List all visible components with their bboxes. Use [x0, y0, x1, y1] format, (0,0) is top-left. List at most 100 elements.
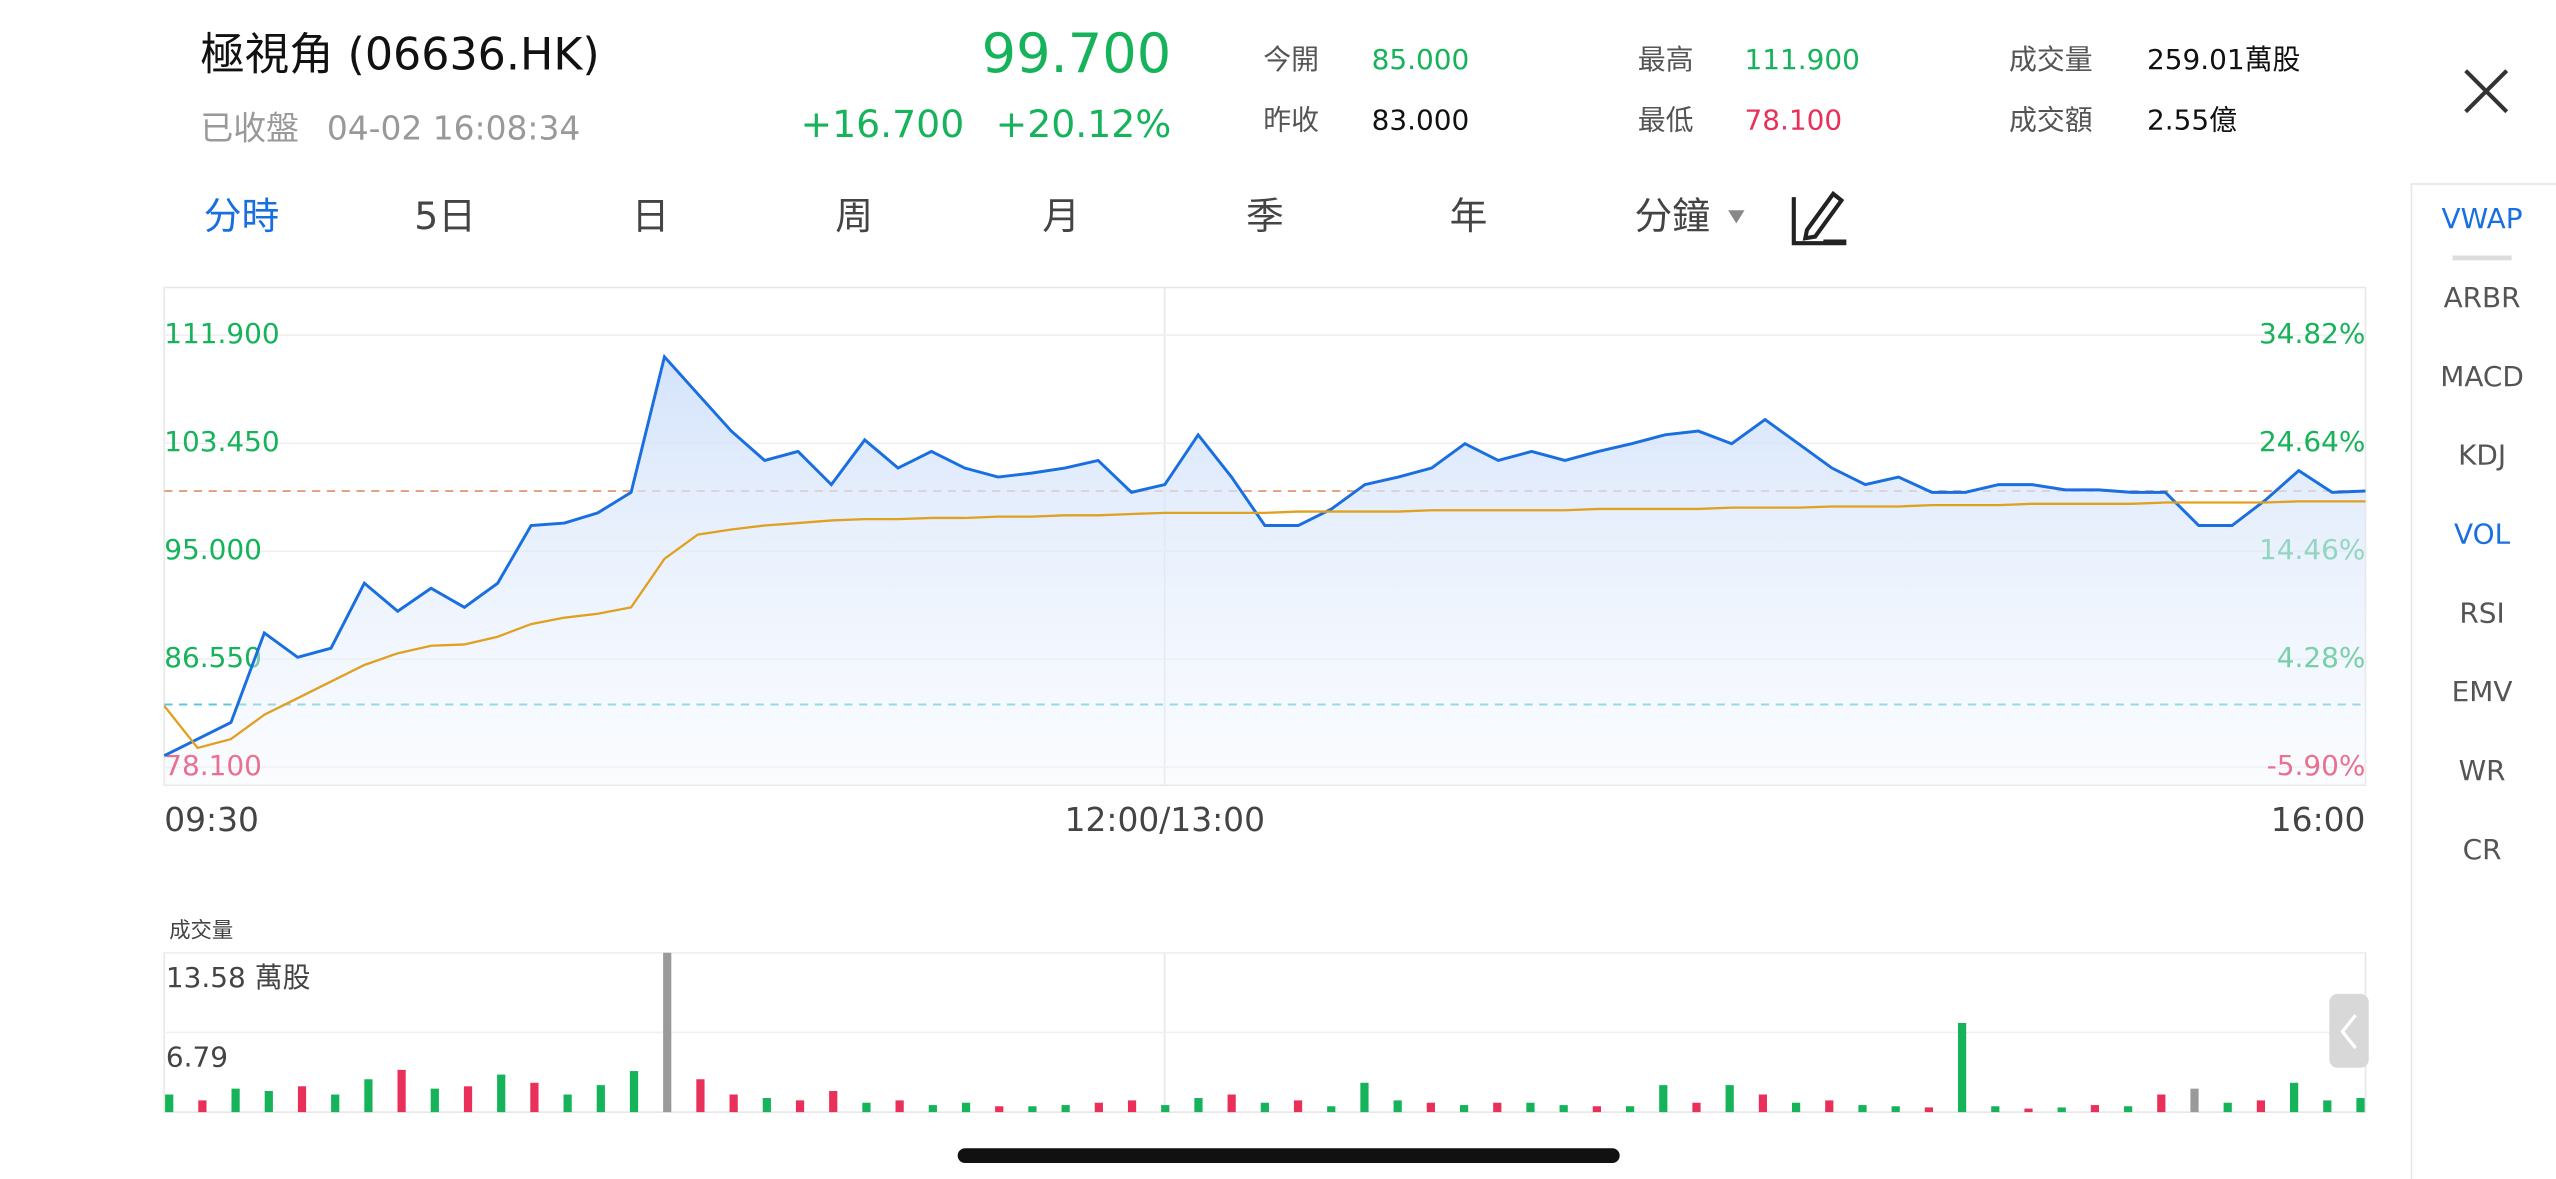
edit-icon[interactable]	[1791, 190, 1847, 246]
volume-bar	[2223, 1102, 2232, 1113]
indicator-tab[interactable]: WR	[2459, 754, 2506, 787]
stat-value: 83.000	[1372, 104, 1470, 137]
y2-tick-label: 34.82%	[2259, 317, 2365, 350]
volume-bar	[2323, 1100, 2332, 1113]
price-change: +16.700	[800, 102, 964, 146]
price-chart: 111.900103.45095.00086.55078.10034.82%24…	[163, 317, 2366, 839]
period-tab[interactable]: 季	[1246, 194, 1284, 238]
handle-icon[interactable]	[2340, 1014, 2357, 1050]
volume-bar	[1924, 1107, 1934, 1113]
volume-bar	[1028, 1106, 1037, 1113]
volume-bar	[1825, 1100, 1834, 1113]
volume-bar	[563, 1094, 572, 1113]
period-tab[interactable]: 年	[1450, 194, 1488, 238]
x-tick-label: 12:00/13:00	[1065, 801, 1265, 839]
volume-bar	[1625, 1106, 1635, 1113]
volume-bar	[1260, 1102, 1269, 1113]
volume-bar	[2256, 1100, 2266, 1113]
volume-bar	[1094, 1102, 1103, 1113]
volume-bar	[2190, 1088, 2199, 1113]
price-change-pct: +20.12%	[996, 102, 1172, 146]
volume-bar	[331, 1094, 340, 1113]
volume-bar	[2290, 1082, 2299, 1113]
y-tick-label: 103.450	[164, 425, 279, 458]
period-tab[interactable]: 5日	[414, 194, 476, 238]
volume-bar	[1791, 1102, 1801, 1113]
period-tab[interactable]: 分時	[204, 194, 280, 238]
volume-bar	[629, 1071, 639, 1113]
volume-bar	[1061, 1105, 1070, 1113]
period-tab[interactable]: 分鐘	[1634, 194, 1710, 238]
volume-chart: 13.58 萬股 6.79	[164, 951, 2366, 1113]
volume-bar	[1393, 1100, 1402, 1113]
volume-bar	[1592, 1106, 1601, 1113]
volume-bar	[463, 1086, 473, 1113]
y-tick-label: 86.550	[164, 641, 262, 674]
volume-bar	[1293, 1100, 1303, 1113]
volume-bar	[364, 1079, 373, 1113]
volume-bar	[264, 1090, 273, 1113]
close-icon[interactable]	[2464, 69, 2509, 114]
home-indicator	[957, 1148, 1620, 1164]
indicator-panel	[2410, 183, 2556, 1179]
indicator-tab[interactable]: ARBR	[2444, 281, 2521, 314]
close-button[interactable]	[2464, 69, 2509, 114]
volume-bar	[995, 1106, 1004, 1113]
y-tick-label: 95.000	[164, 533, 262, 566]
market-status: 已收盤	[200, 109, 299, 147]
volume-bar	[1692, 1102, 1701, 1113]
volume-bar	[397, 1069, 406, 1113]
y-tick-label: 6.79	[166, 1041, 228, 1074]
volume-bar	[1327, 1106, 1336, 1113]
volume-bar	[1459, 1105, 1469, 1113]
volume-bar	[2024, 1108, 2033, 1113]
volume-bar	[2157, 1094, 2166, 1113]
stat-label: 最高	[1638, 43, 1694, 76]
volume-bar	[1194, 1098, 1203, 1113]
volume-bar	[961, 1102, 971, 1113]
collapse-handle[interactable]	[2329, 993, 2369, 1068]
volume-bar	[1858, 1105, 1867, 1113]
period-tab[interactable]: 日	[632, 194, 670, 238]
volume-bar	[297, 1086, 307, 1113]
stock-name: 極視角 (06636.HK)	[200, 30, 599, 81]
indicator-tab[interactable]: KDJ	[2458, 439, 2506, 472]
volume-bar	[1227, 1094, 1236, 1113]
stat-value: 2.55億	[2147, 104, 2237, 137]
stat-label: 成交額	[2009, 104, 2093, 137]
indicator-tab[interactable]: MACD	[2440, 360, 2524, 393]
volume-bar	[1957, 1022, 1967, 1113]
volume-bar	[1127, 1100, 1137, 1113]
price-line	[163, 353, 2366, 757]
period-tab[interactable]: 周	[835, 194, 873, 238]
dropdown-arrow[interactable]	[1728, 210, 1745, 224]
indicator-tab[interactable]: VWAP	[2442, 202, 2523, 235]
volume-bar	[862, 1102, 871, 1113]
indicator-tab[interactable]: RSI	[2459, 596, 2504, 629]
volume-bar	[198, 1100, 207, 1113]
last-price: 99.700	[982, 22, 1172, 85]
volume-bar	[1360, 1082, 1369, 1113]
indicator-tab[interactable]: EMV	[2452, 675, 2513, 708]
volume-bar	[696, 1079, 705, 1113]
y2-tick-label: 24.64%	[2259, 425, 2365, 458]
period-tabs: 分時 5日 日 周 月 季 年 分鐘	[204, 194, 1710, 238]
volume-bar	[1526, 1102, 1535, 1113]
stat-value: 85.000	[1372, 43, 1470, 76]
volume-bar	[596, 1085, 605, 1113]
indicator-tab[interactable]: VOL	[2454, 518, 2511, 551]
volume-bar	[2356, 1098, 2365, 1113]
period-tab[interactable]: 月	[1042, 194, 1080, 238]
volume-bar	[231, 1088, 240, 1113]
indicator-tab[interactable]: CR	[2463, 833, 2502, 866]
stat-label: 最低	[1638, 104, 1694, 137]
handle[interactable]	[2329, 993, 2369, 1068]
volume-bar	[530, 1082, 539, 1113]
volume-bar	[1659, 1085, 1668, 1113]
volume-bar	[430, 1088, 439, 1113]
draw-tool[interactable]	[1791, 190, 1847, 246]
volume-bar	[1758, 1094, 1767, 1113]
volume-bar	[1426, 1102, 1435, 1113]
